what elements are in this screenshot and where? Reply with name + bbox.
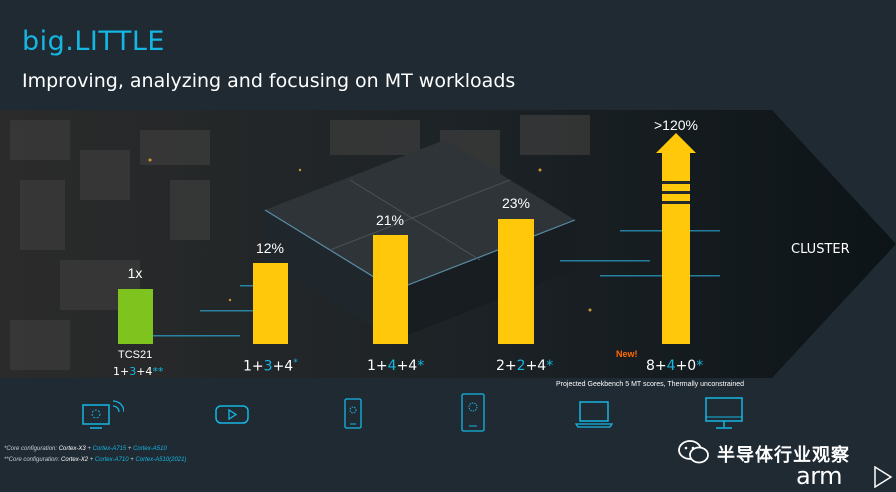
bar-value-label: 1x <box>127 265 143 281</box>
smartphone-icon <box>344 398 362 429</box>
corner-arrow-icon <box>874 466 893 488</box>
core-config-label: 1+4+4* <box>367 358 425 374</box>
slide-title: big.LITTLE <box>22 26 165 57</box>
arm-logo: arm <box>796 462 843 490</box>
wechat-logo-icon <box>678 440 709 464</box>
bar-value-label: 21% <box>375 212 405 228</box>
core-config-label: 1+3+4** <box>113 365 164 378</box>
desktop-monitor-icon <box>705 397 743 429</box>
bar-value-label: >120% <box>654 117 698 133</box>
large-smartphone-icon <box>461 393 485 432</box>
core-config-label: 2+2+4* <box>496 358 554 374</box>
core-config-footnote: *Core configuration: Cortex-X3 + Cortex-… <box>4 446 167 452</box>
core-config-footnote: **Core configuration: Cortex-X2 + Cortex… <box>4 457 187 463</box>
watermark-text: 半导体行业观察 <box>717 445 850 466</box>
bar-config-2 <box>253 263 288 344</box>
bar-value-label: 12% <box>255 240 285 256</box>
slide-subtitle: Improving, analyzing and focusing on MT … <box>22 70 516 92</box>
laptop-icon <box>574 401 614 428</box>
bar-value-label: 23% <box>501 195 531 211</box>
iot-display-icon <box>82 400 124 429</box>
bar-baseline <box>118 289 153 344</box>
core-config-label: 8+4+0* <box>646 358 704 374</box>
new-badge: New! <box>616 349 638 359</box>
benchmark-footnote: Projected Geekbench 5 MT scores, Thermal… <box>556 381 745 388</box>
bar-config-4 <box>498 219 534 344</box>
cluster-label: CLUSTER <box>791 242 850 257</box>
bar-config-3 <box>373 235 408 344</box>
tcs21-label: TCS21 <box>118 349 153 361</box>
vr-headset-icon <box>215 405 249 424</box>
bar-config-5-arrow <box>656 133 696 344</box>
core-config-label: 1+3+4* <box>243 358 298 375</box>
